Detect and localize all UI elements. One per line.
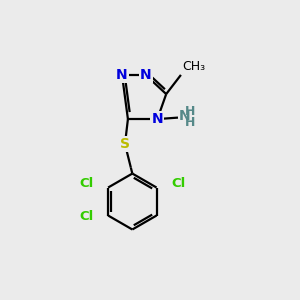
- Text: N: N: [140, 68, 152, 82]
- Text: H: H: [185, 116, 196, 128]
- Text: CH₃: CH₃: [182, 60, 206, 74]
- Text: H: H: [185, 105, 196, 118]
- Text: N: N: [152, 112, 163, 126]
- Text: Cl: Cl: [171, 177, 185, 190]
- Text: Cl: Cl: [79, 177, 93, 190]
- Text: N: N: [179, 109, 190, 123]
- Text: Cl: Cl: [79, 211, 93, 224]
- Text: S: S: [120, 137, 130, 151]
- Text: N: N: [116, 68, 128, 82]
